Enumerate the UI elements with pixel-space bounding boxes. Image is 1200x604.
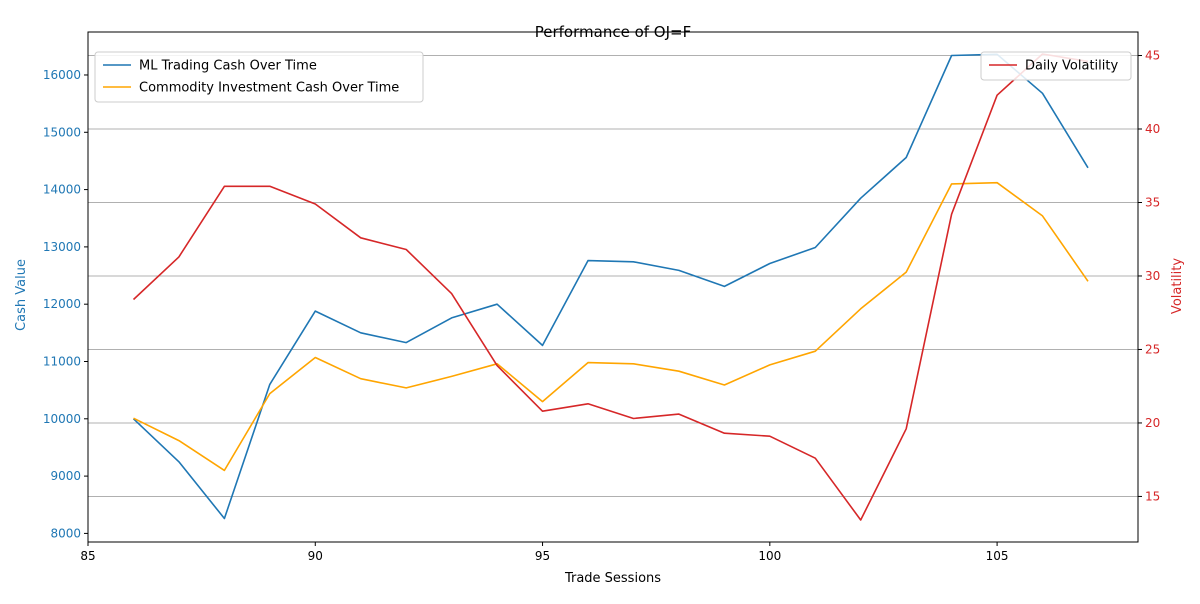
y-right-tick-label: 35 (1145, 195, 1160, 209)
y-left-tick-label: 12000 (43, 297, 81, 311)
x-tick-label: 90 (308, 549, 323, 563)
legend-right: Daily Volatility (980, 51, 1132, 81)
y-left-tick-label: 11000 (43, 354, 81, 368)
y-right-tick-label: 30 (1145, 269, 1160, 283)
series-line-3 (132, 53, 1089, 521)
series-line-2 (133, 181, 1089, 472)
x-tick-label: 85 (80, 549, 95, 563)
y-axis-label-right: Volatility (1170, 258, 1185, 314)
y-right-tick-label: 20 (1145, 416, 1160, 430)
grid-layer (88, 55, 1138, 497)
x-tick-label: 95 (535, 549, 550, 563)
x-axis-label: Trade Sessions (564, 571, 661, 586)
y-left-tick-label: 15000 (43, 125, 81, 139)
legend-label: Daily Volatility (1025, 59, 1118, 74)
y-left-tick-label: 8000 (50, 526, 81, 540)
y-left-tick-label: 13000 (43, 240, 81, 254)
legend-label: ML Trading Cash Over Time (139, 59, 317, 74)
legend-box (980, 51, 1132, 81)
y-left-tick-label: 10000 (43, 412, 81, 426)
x-tick-label: 100 (758, 549, 781, 563)
legend-box (94, 51, 424, 103)
chart-title: Performance of OJ=F (535, 23, 691, 41)
series-line-1 (132, 53, 1089, 520)
x-tick-label: 105 (986, 549, 1009, 563)
y-left-tick-label: 14000 (43, 183, 81, 197)
y-left-tick-label: 16000 (43, 68, 81, 82)
legend-left: ML Trading Cash Over Time Commodity Inves… (94, 51, 424, 103)
legend-label: Commodity Investment Cash Over Time (139, 81, 399, 96)
y-right-tick-label: 40 (1145, 122, 1160, 136)
y-right-tick-label: 15 (1145, 489, 1160, 503)
y-right-tick-label: 25 (1145, 342, 1160, 356)
axis-layer: 85 90 95 100 105 8000 9000 10000 11000 12000 13000… (43, 49, 1160, 563)
y-right-tick-label: 45 (1145, 49, 1160, 63)
plot-frame (87, 31, 1139, 543)
series-layer (132, 53, 1089, 521)
y-axis-label-left: Cash Value (14, 259, 29, 331)
y-left-tick-label: 9000 (50, 469, 81, 483)
